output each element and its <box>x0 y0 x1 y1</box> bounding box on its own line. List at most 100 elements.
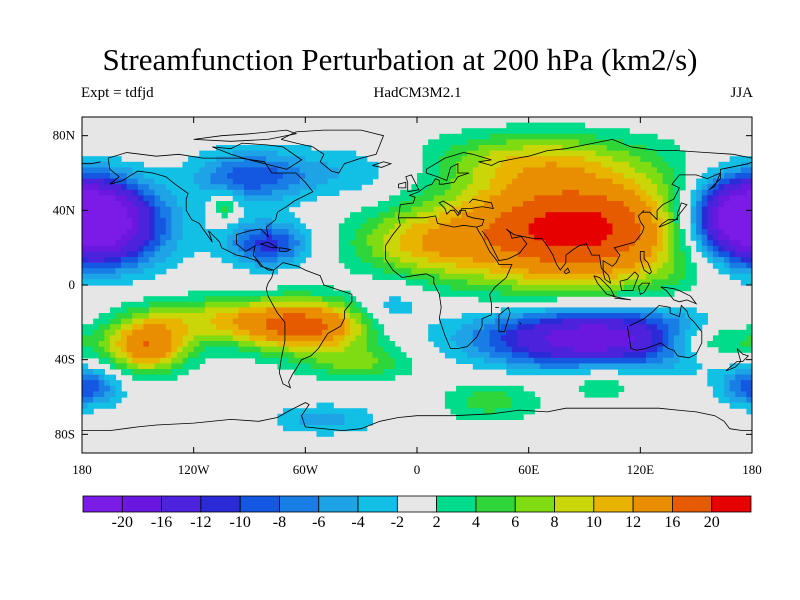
field-cell <box>366 240 385 247</box>
chart-title: Streamfunction Perturbation at 200 hPa (… <box>102 42 698 77</box>
field-cell <box>171 363 184 370</box>
field-cell <box>551 329 630 336</box>
field-cell <box>718 212 752 219</box>
field-cell <box>679 357 697 364</box>
field-cell <box>640 223 658 230</box>
field-cell <box>456 173 474 180</box>
field-cell <box>657 257 669 264</box>
field-cell <box>82 369 94 376</box>
field-cell <box>478 189 502 196</box>
field-cell <box>121 245 139 252</box>
field-cell <box>338 257 362 264</box>
field-cell <box>673 335 686 342</box>
field-cell <box>355 251 373 258</box>
field-cell <box>729 385 742 392</box>
field-cell <box>260 245 279 252</box>
field-cell <box>707 240 714 247</box>
field-cell <box>673 240 681 247</box>
field-cell <box>238 324 267 331</box>
field-cell <box>115 329 122 336</box>
field-cell <box>500 262 636 269</box>
field-cell <box>701 223 708 230</box>
field-cell <box>232 167 279 174</box>
field-cell <box>662 357 681 364</box>
field-cell <box>115 352 128 359</box>
field-cell <box>545 161 558 168</box>
field-cell <box>366 329 379 336</box>
field-cell <box>355 245 373 252</box>
coastline <box>612 295 632 301</box>
colorbar-label: 8 <box>551 514 559 531</box>
field-cell <box>355 301 362 308</box>
field-cell <box>350 268 385 275</box>
field-cell <box>690 189 697 196</box>
field-cell <box>93 397 111 404</box>
field-cell <box>629 206 653 213</box>
field-cell <box>288 245 295 252</box>
y-tick-label: 80S <box>55 426 75 441</box>
colorbar-label: -16 <box>151 514 172 531</box>
field-cell <box>668 201 675 208</box>
field-cell <box>411 195 435 202</box>
field-cell <box>657 167 675 174</box>
field-cell <box>517 329 552 336</box>
field-cell <box>377 335 390 342</box>
field-cell <box>232 262 256 269</box>
field-cell <box>93 329 105 336</box>
field-cell <box>573 346 608 353</box>
field-cell <box>690 229 697 236</box>
field-cell <box>372 318 379 325</box>
x-tick-label: 60W <box>293 462 319 477</box>
field-cell <box>651 217 664 224</box>
field-cell <box>612 156 641 163</box>
field-cell <box>238 217 256 224</box>
field-cell <box>489 195 535 202</box>
field-cell <box>176 346 184 353</box>
field-cell <box>718 206 752 213</box>
field-cell <box>171 212 184 219</box>
field-cell <box>511 352 530 359</box>
field-cell <box>210 178 234 185</box>
field-cell <box>461 346 480 353</box>
field-cell <box>322 318 346 325</box>
field-cell <box>701 195 708 202</box>
field-cell <box>82 234 122 241</box>
field-cell <box>193 335 234 342</box>
field-cell <box>221 161 290 168</box>
field-cell <box>266 156 306 163</box>
field-cell <box>182 223 206 230</box>
field-cell <box>361 329 368 336</box>
field-cell <box>690 223 697 230</box>
field-cell <box>679 229 686 236</box>
x-tick-label: 60E <box>518 462 539 477</box>
colorbar-swatch <box>200 495 241 513</box>
field-cell <box>422 234 485 241</box>
field-cell <box>327 324 346 331</box>
field-cell <box>696 178 708 185</box>
field-cell <box>444 402 468 409</box>
field-cell <box>673 167 686 174</box>
coastline <box>212 142 303 170</box>
colorbar-swatch <box>672 495 713 513</box>
field-cell <box>255 262 279 269</box>
field-cell <box>584 167 614 174</box>
field-cell <box>729 363 752 370</box>
field-cell <box>428 324 463 331</box>
field-cell <box>232 229 245 236</box>
field-cell <box>182 318 212 325</box>
field-cell <box>338 167 379 174</box>
field-cell <box>712 245 720 252</box>
field-cell <box>472 257 541 264</box>
field-cell <box>718 346 752 353</box>
field-cell <box>216 156 245 163</box>
field-cell <box>484 324 502 331</box>
field-cell <box>266 307 323 314</box>
field-cell <box>495 318 519 325</box>
field-cell <box>523 313 558 320</box>
field-cell <box>171 357 184 364</box>
field-cell <box>82 223 133 230</box>
field-cell <box>601 240 636 247</box>
field-cell <box>132 357 161 364</box>
field-cell <box>260 229 273 236</box>
field-cell <box>143 268 167 275</box>
